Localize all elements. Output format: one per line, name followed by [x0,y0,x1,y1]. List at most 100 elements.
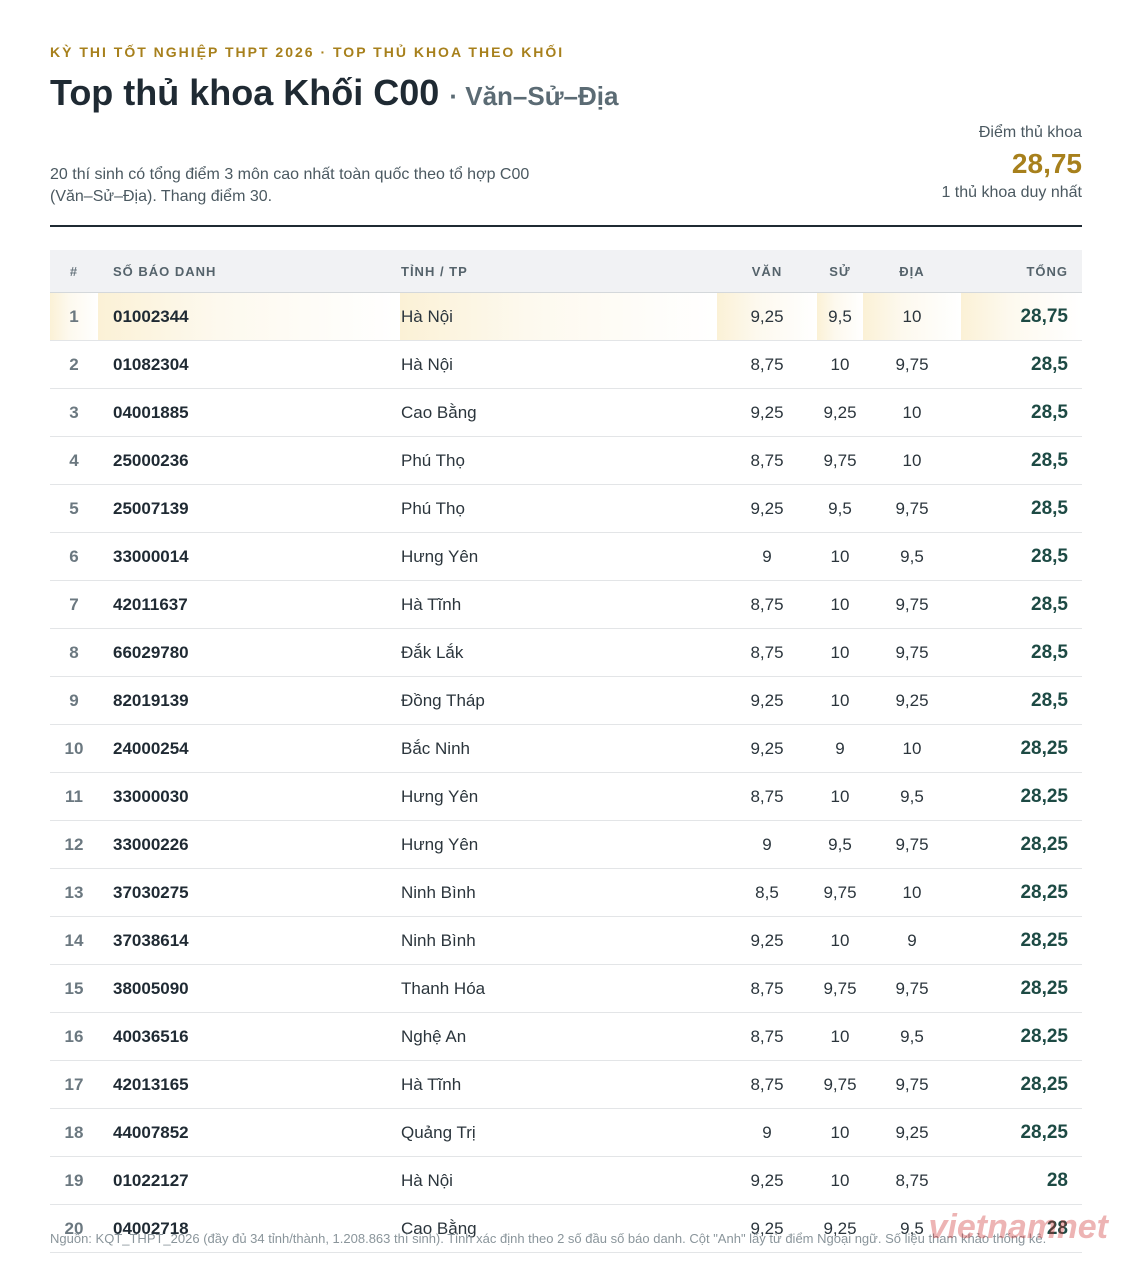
table-cell: 37038614 [98,916,400,965]
column-header: ĐỊA [863,250,961,293]
table-cell: 9,5 [863,772,961,821]
table-cell: 28,5 [961,676,1082,725]
table-cell: 9,25 [863,676,961,725]
table-row: 11 33000030 Hưng Yên 8,75 10 9,5 28,25 [50,772,1082,821]
column-header: SỐ BÁO DANH [98,250,400,293]
table-cell: 8,75 [717,436,817,485]
table-cell: Ninh Bình [400,868,717,917]
table-cell: 9,75 [817,436,863,485]
table-row: 3 04001885 Cao Bằng 9,25 9,25 10 28,5 [50,388,1082,437]
table-cell: 8,75 [717,628,817,677]
table-row: 1 01002344 Hà Nội 9,25 9,5 10 28,75 [50,292,1082,341]
table-cell: 28,25 [961,772,1082,821]
table-cell: 01022127 [98,1156,400,1205]
table-cell: Quảng Trị [400,1108,717,1157]
table-cell: 9,5 [863,532,961,581]
table-cell: 9 [817,724,863,773]
table-cell: 9,5 [817,292,863,341]
table-cell: 28,5 [961,388,1082,437]
table-cell: Hưng Yên [400,532,717,581]
table-row: 20 04002718 Cao Bằng 9,25 9,25 9,5 28 [50,1204,1082,1253]
table-cell: 6 [50,532,98,581]
table-row: 6 33000014 Hưng Yên 9 10 9,5 28,5 [50,532,1082,581]
table-cell: 9,75 [863,628,961,677]
table-cell: 40036516 [98,1012,400,1061]
column-header: # [50,250,98,293]
table-cell: 9,75 [863,964,961,1013]
footer-source: Nguồn: KQT_THPT_2026 (đầy đủ 34 tỉnh/thà… [50,1231,1047,1246]
table-cell: 4 [50,436,98,485]
title: Top thủ khoa Khối C00 · Văn–Sử–Địa [50,72,618,114]
table-cell: 13 [50,868,98,917]
table-cell: 18 [50,1108,98,1157]
table-cell: 2 [50,340,98,389]
table-row: 13 37030275 Ninh Bình 8,5 9,75 10 28,25 [50,868,1082,917]
table-cell: 9,75 [863,820,961,869]
table-cell: Hà Nội [400,340,717,389]
table-row: 10 24000254 Bắc Ninh 9,25 9 10 28,25 [50,724,1082,773]
table-cell: 28,5 [961,340,1082,389]
table-cell: 9,25 [717,916,817,965]
table-cell: 9,5 [863,1012,961,1061]
table-cell: 42013165 [98,1060,400,1109]
table-cell: 8,75 [717,580,817,629]
table-cell: Đồng Tháp [400,676,717,725]
table-cell: 28,5 [961,436,1082,485]
table-cell: 19 [50,1156,98,1205]
table-cell: 10 [817,628,863,677]
column-header: VĂN [717,250,817,293]
table-cell: 9,5 [863,1204,961,1253]
table-cell: 28,5 [961,532,1082,581]
table-cell: 10 [817,1108,863,1157]
table-cell: 28,25 [961,1012,1082,1061]
table-cell: 9,75 [863,1060,961,1109]
table-cell: 28,25 [961,964,1082,1013]
table-cell: Phú Thọ [400,436,717,485]
table-cell: 9,25 [863,1108,961,1157]
table-cell: 28 [961,1204,1082,1253]
table-cell: 9,5 [817,484,863,533]
table-cell: 25007139 [98,484,400,533]
table-cell: 12 [50,820,98,869]
table-cell: 04002718 [98,1204,400,1253]
watermark: vietnamnet [928,1208,1109,1246]
table-cell: 25000236 [98,436,400,485]
table-cell: 01082304 [98,340,400,389]
column-header: SỬ [817,250,863,293]
table-cell: 10 [817,1012,863,1061]
table-cell: 10 [817,580,863,629]
divider [50,225,1082,227]
table-cell: 33000014 [98,532,400,581]
table-cell: 33000030 [98,772,400,821]
table-cell: 10 [863,388,961,437]
table-cell: 28,25 [961,724,1082,773]
table-cell: 10 [817,340,863,389]
table-cell: 28,5 [961,628,1082,677]
table-cell: 9,25 [717,292,817,341]
table-cell: 44007852 [98,1108,400,1157]
table-cell: 10 [863,292,961,341]
table-row: 16 40036516 Nghệ An 8,75 10 9,5 28,25 [50,1012,1082,1061]
table-cell: Hưng Yên [400,820,717,869]
column-header: TỔNG [961,250,1082,293]
table-cell: 8,75 [717,340,817,389]
table-cell: 1 [50,292,98,341]
table-cell: 9,75 [863,580,961,629]
table-cell: 9,25 [717,388,817,437]
table-cell: 10 [863,436,961,485]
table-cell: 9,75 [817,868,863,917]
table-cell: 9,25 [817,388,863,437]
table-cell: 10 [817,772,863,821]
header-row: # SỐ BÁO DANH TỈNH / TP VĂN SỬ ĐỊA TỔNG [50,250,1082,293]
table-cell: 9 [717,532,817,581]
subtitle: · Văn–Sử–Địa [449,81,619,111]
table-cell: Hưng Yên [400,772,717,821]
table-cell: 20 [50,1204,98,1253]
table-cell: 9,75 [817,964,863,1013]
table-cell: 10 [817,916,863,965]
column-header: TỈNH / TP [400,250,717,293]
table-cell: Đắk Lắk [400,628,717,677]
table-cell: 28,5 [961,484,1082,533]
table-cell: 28,75 [961,292,1082,341]
score-label: Điểm thủ khoa [978,124,1082,141]
